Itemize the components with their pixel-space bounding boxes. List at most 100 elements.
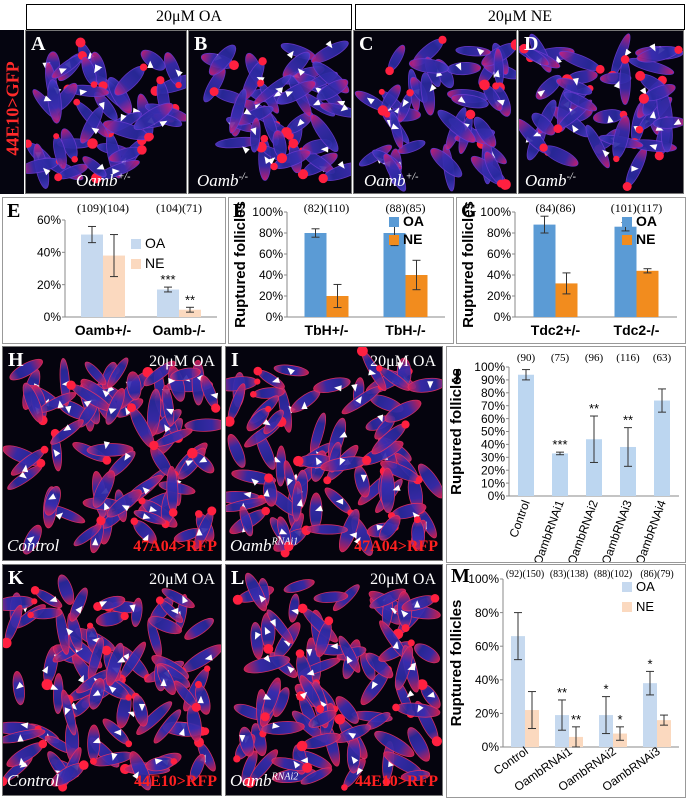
arrowhead-marker (457, 96, 466, 104)
fluorescent-spot (194, 680, 203, 689)
bar (654, 400, 670, 496)
driver-label: 47A04>RFP (133, 538, 217, 555)
bar (304, 233, 327, 317)
sample-size-label: (84)(86) (536, 201, 576, 215)
y-tick-label: 100% (252, 205, 283, 219)
header-oa: 20μM OA (26, 4, 352, 30)
fluorescent-spot (54, 173, 63, 182)
follicle (69, 587, 88, 622)
genotype-label: Control (7, 536, 60, 555)
fluorescent-spot (127, 403, 136, 413)
arrowhead-marker (649, 144, 658, 151)
arrowhead-marker (325, 40, 333, 49)
fluorescent-spot (120, 612, 129, 621)
category-label: Oamb-/- (153, 322, 206, 338)
arrowhead-marker (371, 681, 378, 690)
y-tick-label: 90% (481, 373, 505, 387)
fluorescent-spot (293, 455, 304, 467)
legend-label: OA (403, 213, 424, 229)
bar (555, 283, 578, 317)
arrowhead-marker (334, 385, 342, 392)
y-tick-label: 20% (487, 289, 511, 303)
fluorescent-spot (265, 405, 272, 413)
y-tick-label: 0% (266, 310, 284, 324)
significance-mark: ** (571, 712, 581, 727)
panel-letter: A (31, 33, 46, 55)
fluorescent-spot (334, 714, 346, 725)
arrowhead-marker (53, 449, 61, 457)
arrowhead-marker (306, 648, 313, 657)
fluorescent-spot (149, 440, 159, 451)
fluorescent-spot (465, 109, 476, 120)
legend-label: NE (145, 255, 164, 271)
chart-panel-f: Ruptured follicles 0% 20% 40% 60% 80% 100% (82)… (228, 197, 454, 344)
fluorescent-spot (316, 705, 325, 713)
arrowhead-marker (640, 87, 647, 96)
fluorescent-spot (38, 739, 48, 749)
legend-swatch (622, 602, 632, 612)
arrowhead-marker (106, 385, 115, 393)
fluorescent-spot (431, 736, 442, 747)
genotype-label: Oamb-/- (197, 171, 249, 190)
genotype-label: Oamb-/- (525, 171, 577, 190)
arrowhead-marker (182, 595, 189, 604)
fluorescent-spot (595, 64, 605, 74)
fluorescent-spot (654, 151, 664, 161)
legend-swatch (622, 217, 632, 227)
arrowhead-marker (43, 95, 52, 102)
fluorescent-spot (263, 644, 274, 654)
fluorescent-spot (378, 88, 385, 95)
arrowhead-marker (340, 104, 349, 112)
follicle (249, 117, 261, 153)
arrowhead-marker (414, 600, 421, 608)
bar (552, 453, 568, 496)
arrowhead-marker (197, 695, 204, 704)
arrowhead-marker (297, 118, 305, 127)
panel-letter: F (233, 200, 246, 222)
fluorescent-spot (406, 89, 414, 97)
follicle (133, 509, 167, 525)
sample-size-label: (88)(85) (386, 201, 426, 215)
arrowhead-marker (199, 456, 208, 463)
follicle (145, 756, 175, 772)
arrowhead-marker (624, 48, 632, 57)
row1-side-label: 44E10>GFP (2, 61, 23, 156)
arrowhead-marker (272, 722, 280, 729)
fluorescent-spot (401, 420, 410, 429)
arrowhead-marker (142, 513, 151, 520)
arrowhead-marker (113, 729, 122, 736)
arrowhead-marker (210, 392, 219, 399)
photo-panel-b: B Oamb-/- (188, 30, 352, 194)
fluorescent-spot (638, 93, 649, 104)
follicle (400, 770, 431, 782)
follicle (22, 382, 44, 423)
arrowhead-marker (41, 665, 49, 674)
arrowhead-marker (17, 734, 24, 742)
category-label: TbH+/- (305, 322, 349, 338)
arrowhead-marker (496, 99, 505, 106)
follicle (417, 463, 442, 499)
sample-size-label: (104)(71) (156, 201, 202, 215)
sample-size-label: (116) (616, 352, 640, 364)
follicle (79, 106, 104, 144)
fluorescent-spot (250, 391, 257, 398)
follicle (229, 88, 247, 134)
arrowhead-marker (185, 460, 194, 467)
follicle (50, 419, 84, 445)
arrowhead-marker (631, 165, 639, 172)
follicle (82, 156, 107, 178)
arrowhead-marker (239, 734, 246, 743)
arrowhead-marker (263, 489, 270, 497)
arrowhead-marker (48, 493, 57, 500)
arrowhead-marker (297, 68, 305, 76)
header-ne: 20μM NE (355, 4, 685, 30)
arrowhead-marker (673, 118, 682, 126)
y-tick-label: 80% (487, 226, 511, 240)
arrowhead-marker (354, 536, 361, 545)
treatment-label: 20μM OA (370, 353, 436, 370)
follicle (84, 361, 107, 386)
fluorescent-spot (674, 45, 683, 54)
panel-letter: K (8, 567, 24, 589)
arrowhead-marker (262, 418, 271, 426)
arrowhead-marker (337, 161, 345, 169)
